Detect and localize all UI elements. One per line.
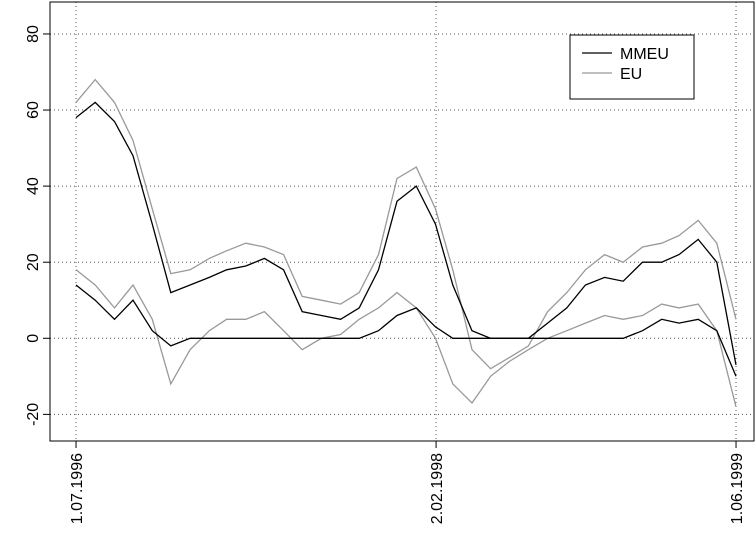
- x-tick-label: 2.02.1998: [429, 453, 446, 524]
- series-line: [75, 78, 737, 370]
- y-tick-label: 40: [25, 177, 42, 195]
- x-tick-label: 1.07.1996: [69, 453, 86, 524]
- legend: MMEU EU: [569, 34, 695, 100]
- y-tick-label: 60: [25, 101, 42, 119]
- series-line: [75, 284, 737, 377]
- legend-label: MMEU: [620, 46, 669, 63]
- y-tick-label: 80: [25, 25, 42, 43]
- x-tick-label: 1.06.1999: [729, 453, 746, 524]
- y-tick-label: -20: [25, 403, 42, 426]
- plot-frame: [49, 1, 755, 442]
- legend-label: EU: [620, 66, 642, 83]
- y-tick-label: 20: [25, 253, 42, 271]
- series-line: [75, 269, 737, 407]
- series-line: [75, 101, 737, 366]
- legend-box: [569, 34, 695, 100]
- y-tick-label: 0: [25, 334, 42, 343]
